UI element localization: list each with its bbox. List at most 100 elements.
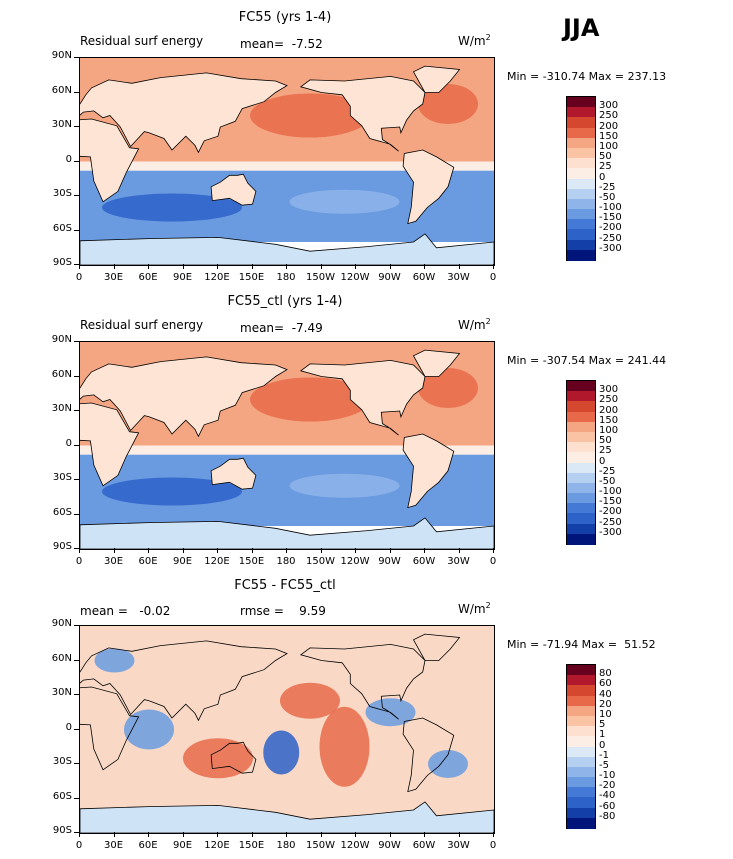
x-tick-label: 180 [276,272,296,283]
continent-namerica [299,359,426,436]
colorbar-label: 50 [599,435,612,447]
colorbar-swatch [567,807,595,819]
x-tick-label: 0 [75,272,83,283]
y-tick-label: 0 [65,721,72,733]
panel-1-minmax: Min = -310.74 Max = 237.13 [507,70,667,83]
map-svg-2 [80,342,494,549]
colorbar-label: -60 [599,800,616,812]
season-label: JJA [563,14,600,42]
x-tick-label: 150W [306,556,335,567]
x-tick [320,548,322,553]
colorbar-swatch [567,493,595,505]
colorbar-label: 80 [599,668,612,680]
y-tick [74,694,79,695]
npacific-warm [250,377,370,422]
colorbar-label: -150 [599,212,622,224]
colorbar-swatch [567,695,595,707]
colorbar-swatch [567,97,595,108]
continent-antarctica [80,801,494,833]
continent-greenland [412,349,461,377]
colorbar-swatch [567,503,595,515]
y-tick [74,479,79,480]
continent-eurasia [80,356,288,438]
x-tick [79,548,80,553]
y-tick [74,548,79,549]
x-tick-label: 60E [138,840,158,851]
colorbar-swatch [567,817,595,829]
colorbar-swatch [567,249,595,261]
colorbar-label: 200 [599,120,619,132]
x-tick [493,548,494,553]
colorbar-2 [566,380,596,545]
colorbar-label: 250 [599,110,619,122]
colorbar-label: 300 [599,384,619,396]
colorbar-swatch [567,756,595,768]
y-tick-label: 90N [51,50,72,61]
colorbar-swatch [567,198,595,210]
panel-3-title: FC55 - FC55_ctl [234,578,336,593]
colorbar-swatch [567,219,595,231]
colorbar-label: 50 [599,151,612,163]
x-tick [458,832,460,837]
colorbar-label: 5 [599,719,606,731]
x-tick [355,548,356,553]
x-tick [493,264,494,269]
panel-2-minmax: Min = -307.54 Max = 241.44 [507,354,667,367]
x-tick-label: 90W [378,272,401,283]
colorbar-label: 250 [599,394,619,406]
colorbar-label: -20 [599,780,616,792]
map-panel-3 [79,625,495,834]
y-tick-label: 60N [51,368,72,380]
x-tick-label: 150E [238,556,265,567]
colorbar-label: 1 [599,729,606,741]
continent-australia [210,741,257,774]
x-tick-label: 90W [378,840,401,851]
npacific-warm [250,93,370,138]
colorbar-swatch [567,685,595,697]
x-tick-label: 0 [75,556,83,567]
colorbar-swatch [567,736,595,748]
colorbar-swatch [567,675,595,687]
colorbar-swatch [567,746,595,758]
x-tick [217,264,218,269]
diff-cold-5 [94,648,135,673]
colorbar-label: 25 [599,161,612,173]
x-tick [113,264,115,269]
spacific-band [289,189,400,214]
x-tick [113,832,115,837]
colorbar-label: -25 [599,465,616,477]
y-tick [74,444,79,446]
x-tick-label: 30E [103,556,124,567]
y-tick-label: 60S [52,222,72,234]
colorbar-label: -40 [599,790,616,802]
panel-3-units: W/m2 [458,601,491,616]
panel-1-left-label: Residual surf energy [80,34,204,48]
y-tick [74,763,79,764]
continent-antarctica [80,517,494,549]
panel-2-stat: mean= -7.49 [240,321,323,335]
x-tick [182,264,184,269]
colorbar-label: 10 [599,708,612,720]
x-tick [389,548,391,553]
y-tick-label: 30N [51,403,72,414]
colorbar-swatch [567,381,595,392]
map-svg-1 [80,58,494,265]
x-tick-label: 0 [75,840,83,851]
y-tick [74,57,79,58]
southern-ocean-cold [102,193,242,222]
y-tick-label: 0 [65,153,72,165]
panel-1-title: FC55 (yrs 1-4) [238,10,332,25]
map-panel-2 [79,341,495,550]
x-tick-label: 60E [138,272,158,283]
colorbar-label: -100 [599,486,622,498]
x-tick [355,832,356,837]
colorbar-swatch [567,229,595,241]
continent-greenland [412,65,461,93]
x-tick-label: 90E [172,556,193,567]
x-tick [148,832,149,837]
x-tick-label: 180 [276,556,296,567]
x-tick [424,548,425,553]
colorbar-1 [566,96,596,261]
y-tick [74,341,79,342]
diff-warm-3 [183,738,253,779]
